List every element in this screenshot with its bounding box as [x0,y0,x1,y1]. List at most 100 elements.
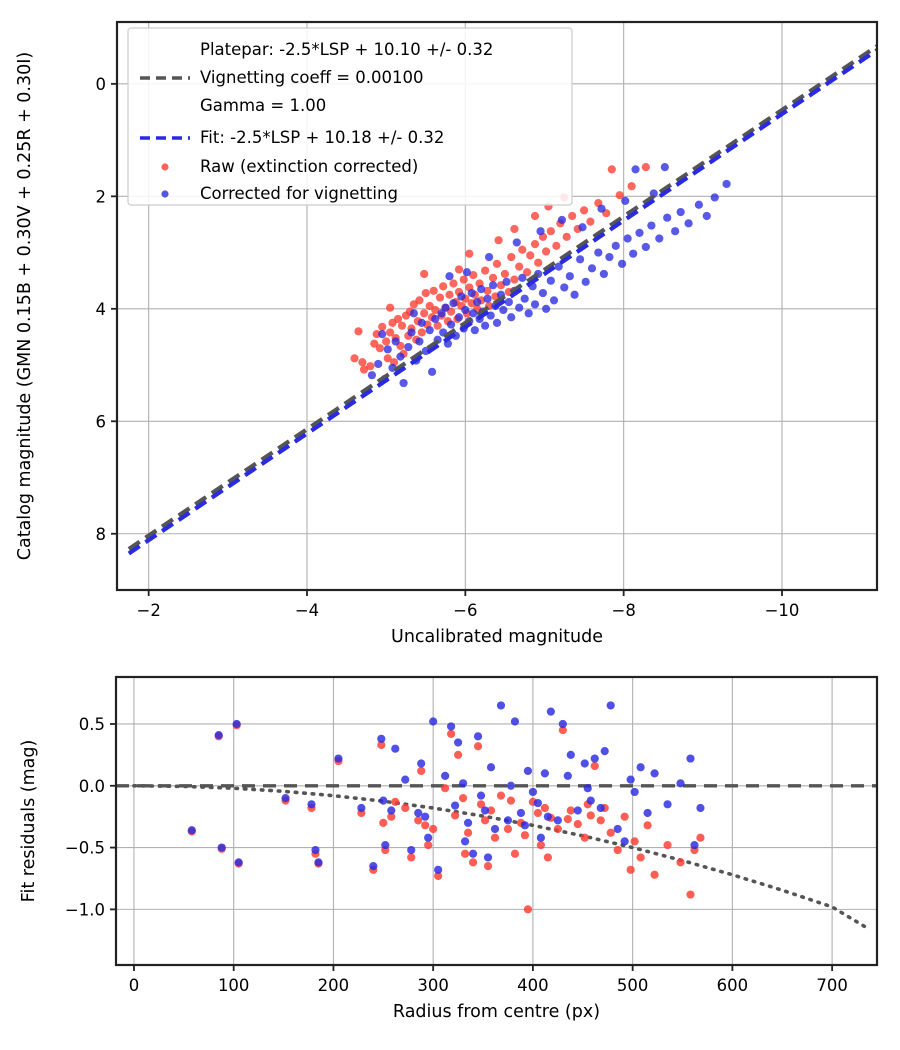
x-tick-label-0: −2 [137,601,161,620]
scatter-point [454,265,464,274]
scatter-point [417,318,426,327]
scatter-point [526,251,535,260]
residual-point [441,784,450,793]
residual-point [458,779,468,788]
scatter-point [554,262,563,271]
residual-point [520,821,530,830]
y-tick-label-0: 0 [96,75,107,94]
residual-point [496,701,506,710]
y-tick-label-2: −0.5 [65,839,105,858]
residual-point [480,806,490,815]
x-tick-label-0: 0 [129,976,140,995]
residual-point [486,806,496,815]
bottom-x-axis-label: Radius from centre (px) [393,1002,600,1022]
residual-point [510,717,520,726]
residual-point [387,806,396,815]
residual-point [626,865,635,874]
scatter-point [465,249,474,258]
platepar-fit-line [127,44,877,551]
residual-point [663,800,672,809]
top-y-axis-label: Catalog magnitude (GMN 0.15B + 0.30V + 0… [15,52,35,560]
scatter-point [530,300,540,309]
scatter-point [470,326,479,335]
residual-point [676,858,685,867]
scatter-point [433,321,442,330]
residual-point [636,763,645,772]
x-tick-label-1: 100 [218,976,250,995]
scatter-point [518,245,527,254]
scatter-point [581,277,590,286]
scatter-point [565,272,574,281]
scatter-point [510,275,519,284]
x-tick-label-3: −8 [612,601,636,620]
scatter-point [597,204,606,213]
scatter-point [587,264,597,273]
residual-point [468,858,478,867]
residual-point [468,849,478,858]
legend-label-1: Vignetting coeff = 0.00100 [200,68,424,87]
scatter-point [515,303,524,312]
residual-point [516,808,526,818]
scatter-point [461,305,470,315]
residual-point [558,726,567,735]
scatter-point [631,165,640,174]
x-tick-label-4: 400 [517,976,549,995]
scatter-point [386,303,395,312]
x-tick-label-2: 200 [318,976,350,995]
residual-point [503,816,513,825]
scatter-point [393,314,403,324]
residual-point [447,729,456,738]
legend-label-0: Platepar: -2.5*LSP + 10.10 +/- 0.32 [200,40,493,59]
residual-point [533,798,542,808]
scatter-point [671,227,680,236]
scatter-point [488,273,498,282]
residual-point [460,837,470,846]
residual-point [414,808,423,818]
scatter-point [722,179,731,189]
residual-point [424,841,433,850]
scatter-point [457,292,466,301]
x-tick-label-2: −6 [453,601,477,620]
bottom-panel: 0 100 200 300 400 500 600 700 0.5 0.0 −0.5 −1.0 Radi… [19,675,879,1022]
residual-point [540,803,549,813]
scatter-point [446,320,456,329]
scatter-point [599,269,608,279]
residual-point [523,766,533,776]
residual-point [429,824,438,834]
scatter-point [504,297,513,307]
bottom-panel-frame [114,675,879,967]
fit-line [127,48,877,556]
y-tick-label-4: 8 [96,525,107,544]
scatter-point [660,162,669,172]
residual-point [510,849,520,858]
residual-point [307,800,316,809]
residual-point [596,803,605,813]
residual-point [214,730,223,740]
residual-point [379,796,388,805]
x-tick-label-5: 500 [617,976,649,995]
residual-point [369,862,378,871]
residual-point [590,761,599,771]
legend: Platepar: -2.5*LSP + 10.10 +/- 0.32 Vigne… [127,27,573,206]
residual-point [566,750,575,759]
residual-point [620,837,629,846]
scatter-point [568,211,577,221]
residual-point [232,719,241,729]
scatter-point [375,344,384,353]
scatter-point [404,342,413,352]
residual-point [447,722,456,731]
scatter-point [469,270,478,280]
residual-point [636,853,645,862]
scatter-point [607,165,616,174]
scatter-point [663,213,672,222]
scatter-point [439,282,448,291]
scatter-point [605,252,614,262]
scatter-point [684,219,693,228]
scatter-point [676,207,685,217]
scatter-point [536,227,545,236]
top-panel-frame [115,20,879,592]
residual-point [596,816,605,825]
residual-point [217,843,226,852]
scatter-point [350,354,359,363]
bottom-panel-data [116,701,877,930]
